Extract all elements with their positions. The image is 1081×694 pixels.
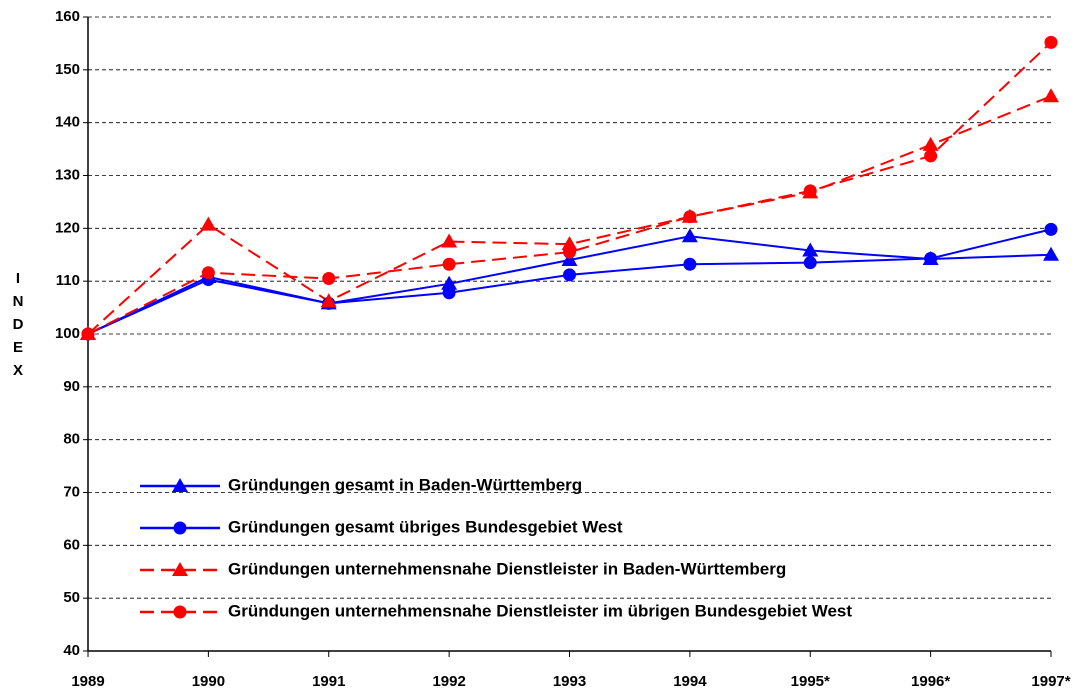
data-point xyxy=(442,286,456,300)
data-point xyxy=(320,293,337,308)
data-point xyxy=(683,257,697,271)
y-tick-label: 120 xyxy=(55,219,80,236)
x-tick-label: 1992 xyxy=(432,673,465,690)
x-tick-label: 1989 xyxy=(71,673,104,690)
data-point xyxy=(683,210,697,224)
x-tick-label: 1997* xyxy=(1031,673,1070,690)
x-tick-label: 1991 xyxy=(312,673,345,690)
y-tick-label: 110 xyxy=(56,272,80,289)
legend-marker xyxy=(172,562,188,576)
series-line xyxy=(87,41,1052,335)
x-tick-label: 1990 xyxy=(192,673,225,690)
legend-text: Gründungen unternehmensnahe Dienstleiste… xyxy=(228,559,786,578)
data-point xyxy=(442,257,456,271)
data-point xyxy=(803,256,817,270)
data-point xyxy=(1043,246,1059,261)
data-point xyxy=(441,275,458,290)
y-tick-label: 50 xyxy=(63,589,80,606)
x-tick-label: 1995* xyxy=(791,673,830,690)
x-tick-label: 1996* xyxy=(911,673,950,690)
data-point xyxy=(1044,222,1058,236)
legend-marker xyxy=(173,521,187,535)
data-point xyxy=(563,268,576,282)
x-tick-label: 1994 xyxy=(673,673,707,690)
series-line xyxy=(87,95,1052,335)
y-tick-label: 60 xyxy=(63,536,80,553)
data-point xyxy=(924,251,938,265)
legend-text: Gründungen gesamt übriges Bundesgebiet W… xyxy=(228,517,623,536)
data-point xyxy=(1044,35,1058,49)
data-point xyxy=(563,245,576,259)
data-point xyxy=(802,242,819,257)
data-point xyxy=(922,136,939,151)
y-tick-label: 90 xyxy=(63,378,80,395)
data-point xyxy=(441,233,458,248)
legend-text: Gründungen unternehmensnahe Dienstleiste… xyxy=(228,601,852,620)
data-point xyxy=(322,272,336,286)
data-point xyxy=(1043,88,1059,103)
y-tick-label: 160 xyxy=(55,8,80,25)
y-tick-label: 130 xyxy=(55,166,80,183)
x-tick-label: 1993 xyxy=(553,673,586,690)
data-point xyxy=(81,327,95,341)
data-point xyxy=(681,228,698,243)
legend-marker xyxy=(172,478,188,492)
data-point xyxy=(201,266,215,280)
y-tick-label: 80 xyxy=(63,431,80,448)
data-point xyxy=(924,149,938,163)
y-tick-label: 150 xyxy=(55,61,80,78)
data-point xyxy=(561,252,578,267)
y-tick-label: 40 xyxy=(63,642,80,659)
y-axis-label: INDEX xyxy=(10,270,27,385)
legend-marker xyxy=(173,605,187,619)
y-tick-label: 70 xyxy=(63,483,80,500)
y-tick-label: 140 xyxy=(55,114,80,131)
data-point xyxy=(561,236,578,251)
legend-text: Gründungen gesamt in Baden-Württemberg xyxy=(228,475,582,494)
y-tick-label: 100 xyxy=(55,325,80,342)
data-point xyxy=(200,216,217,231)
data-point xyxy=(803,184,817,198)
